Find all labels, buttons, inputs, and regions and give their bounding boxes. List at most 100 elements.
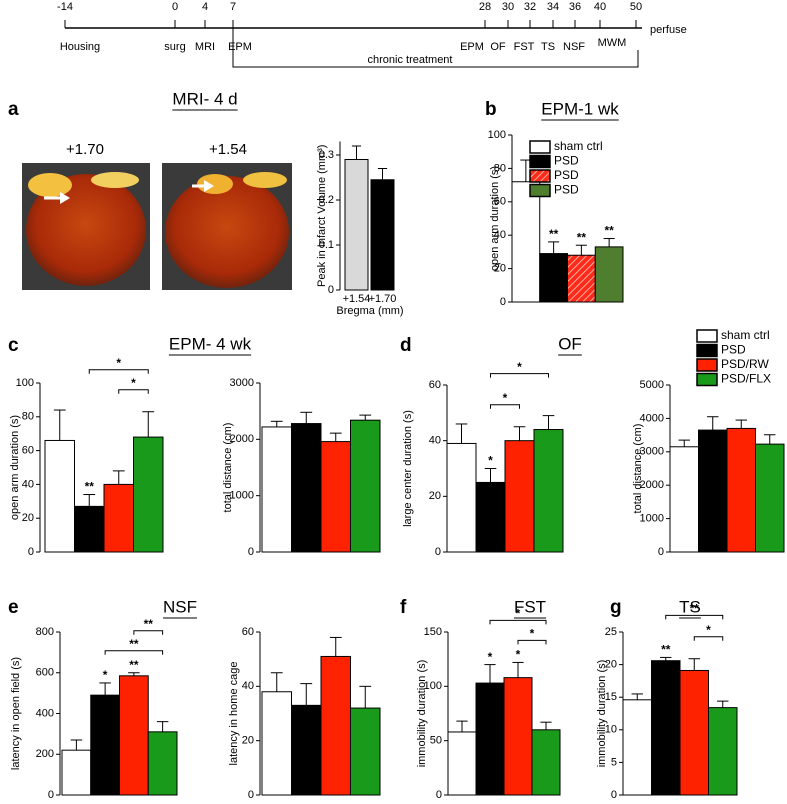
panel-letter: e: [8, 597, 19, 618]
significance-star: **: [549, 227, 559, 241]
y-tick-label: 4000: [640, 412, 664, 424]
bracket-star: **: [690, 602, 700, 616]
bar: [103, 483, 134, 553]
y-tick-label: 0: [248, 789, 254, 801]
significance-star: **: [85, 480, 95, 494]
bar: [594, 246, 624, 303]
bar: [350, 707, 381, 796]
timeline-event: NSF: [563, 41, 585, 53]
y-tick-label: 3000: [230, 377, 254, 389]
timeline-tick-label: 7: [230, 1, 236, 13]
timeline-tick-label: 34: [547, 1, 559, 13]
bar: [291, 423, 322, 553]
y-tick-label: 0: [611, 789, 617, 801]
y-tick-label: 5000: [640, 379, 664, 391]
bar: [350, 419, 381, 553]
mri-image: [22, 163, 150, 290]
bar: [475, 481, 506, 553]
bracket-star: **: [129, 637, 139, 651]
panel-title: NSF: [163, 597, 197, 616]
significance-star: *: [488, 650, 493, 664]
panel-letter: c: [8, 335, 19, 356]
timeline-tick-label: 0: [172, 1, 178, 13]
bracket-star: **: [144, 617, 154, 631]
y-tick-label: 40: [429, 435, 441, 447]
bar: [90, 694, 120, 796]
mri-image: [162, 163, 292, 290]
y-axis-label: latency in home cage: [228, 662, 240, 766]
bracket-star: *: [116, 356, 121, 370]
bar: [261, 426, 292, 553]
timeline-tick-label: 36: [569, 1, 581, 13]
significance-star: *: [103, 668, 108, 682]
legend-swatch: [529, 169, 551, 183]
significance-bracket: [665, 614, 724, 620]
bar: [320, 655, 351, 796]
timeline-event: TS: [541, 41, 555, 53]
y-tick-label: 40: [494, 229, 506, 241]
bar: [61, 749, 92, 796]
bar: [669, 446, 699, 553]
significance-bracket: [133, 630, 164, 635]
timeline-tick-label: -14: [57, 1, 73, 13]
significance-star: **: [661, 643, 671, 657]
y-tick-label: 100: [488, 129, 506, 141]
bar: [531, 729, 561, 796]
y-axis-label: latency in open field (s): [10, 657, 22, 770]
bar: [133, 436, 164, 553]
bar: [539, 253, 568, 303]
y-tick-label: 0: [658, 546, 664, 558]
y-tick-label: 0: [328, 284, 334, 296]
bar: [726, 427, 756, 553]
bar: [74, 505, 105, 553]
legend-label: sham ctrl: [554, 139, 603, 153]
significance-star: *: [516, 648, 521, 662]
y-tick-label: 100: [16, 377, 34, 389]
y-tick-label: 1000: [640, 513, 664, 525]
y-tick-label: 0: [436, 789, 442, 801]
timeline-event: Housing: [60, 41, 100, 53]
significance-star: *: [488, 454, 493, 468]
image-label: +1.54: [209, 141, 247, 158]
timeline-tick-label: 32: [524, 1, 536, 13]
timeline-tick-label: 4: [202, 1, 208, 13]
significance-star: **: [129, 658, 139, 672]
bar: [320, 441, 351, 553]
y-tick-label: 400: [36, 707, 54, 719]
treatment-label: chronic treatment: [368, 54, 453, 66]
bar: [446, 442, 477, 553]
bar: [708, 707, 738, 796]
legend-swatch: [529, 183, 551, 198]
panel-title: FST: [514, 597, 546, 616]
bar: [651, 660, 681, 796]
bar: [622, 699, 652, 796]
y-tick-label: 2000: [230, 433, 254, 445]
legend-swatch: [696, 372, 718, 387]
panel-letter: a: [8, 99, 19, 120]
bar: [291, 704, 322, 796]
bracket-star: *: [503, 391, 508, 405]
significance-star: **: [577, 230, 587, 244]
y-tick-label: 60: [242, 626, 254, 638]
panel-letter: g: [610, 597, 622, 618]
bar: [567, 254, 596, 303]
bar: [475, 682, 505, 796]
y-tick-label: 100: [424, 680, 442, 692]
panel-title: MRI- 4 d: [172, 89, 237, 108]
y-axis-label: total distance (cm): [632, 424, 644, 514]
panel-title: OF: [558, 334, 582, 353]
y-tick-label: 0: [500, 296, 506, 308]
y-tick-label: 60: [22, 445, 34, 457]
y-tick-label: 1000: [230, 490, 254, 502]
y-tick-label: 50: [430, 735, 442, 747]
y-tick-label: 0: [248, 546, 254, 558]
bar: [511, 181, 541, 303]
significance-bracket: [118, 389, 149, 394]
y-tick-label: 0: [28, 546, 34, 558]
y-tick-label: 20: [605, 659, 617, 671]
y-tick-label: 40: [242, 680, 254, 692]
legend-swatch: [696, 358, 718, 372]
bar: [261, 691, 292, 796]
legend-label: PSD/FLX: [721, 372, 771, 386]
